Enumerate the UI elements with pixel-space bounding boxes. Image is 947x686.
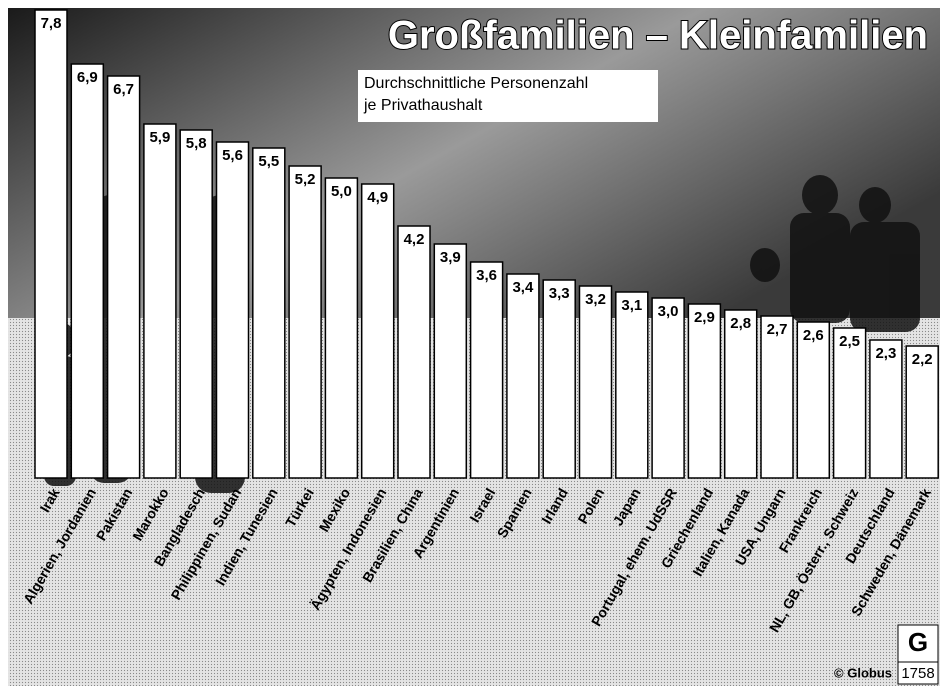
bar <box>180 130 212 478</box>
value-label: 2,2 <box>912 351 933 368</box>
value-label: 2,3 <box>875 345 896 362</box>
value-label: 6,9 <box>77 69 98 86</box>
bar <box>398 226 430 478</box>
chart-title: Großfamilien – Kleinfamilien <box>388 14 928 58</box>
bar <box>471 262 503 478</box>
bar <box>543 280 575 478</box>
value-label: 5,9 <box>149 129 170 146</box>
value-label: 5,5 <box>258 153 279 170</box>
bar <box>434 244 466 478</box>
value-label: 5,0 <box>331 183 352 200</box>
bar <box>108 76 140 478</box>
bar <box>580 286 612 478</box>
bar <box>217 142 249 478</box>
value-label: 5,2 <box>295 171 316 188</box>
value-label: 5,8 <box>186 135 207 152</box>
code: 1758 <box>901 665 934 682</box>
source: © Globus <box>834 665 892 680</box>
value-label: 2,5 <box>839 333 860 350</box>
bar <box>725 310 757 478</box>
value-label: 3,1 <box>621 297 642 314</box>
bar <box>507 274 539 478</box>
value-label: 6,7 <box>113 81 134 98</box>
bar <box>797 322 829 478</box>
value-label: 7,8 <box>41 15 62 32</box>
value-label: 3,9 <box>440 249 461 266</box>
value-label: 4,2 <box>404 231 425 248</box>
value-label: 5,6 <box>222 147 243 164</box>
chart: Großfamilien – Kleinfamilien Durchschnit… <box>0 0 947 686</box>
bar <box>652 298 684 478</box>
value-label: 3,2 <box>585 291 606 308</box>
value-label: 3,0 <box>658 303 679 320</box>
value-label: 2,6 <box>803 327 824 344</box>
value-label: 3,4 <box>512 279 534 296</box>
bar <box>325 178 357 478</box>
value-label: 2,7 <box>767 321 788 338</box>
value-label: 3,6 <box>476 267 497 284</box>
value-label: 4,9 <box>367 189 388 206</box>
bar <box>253 148 285 478</box>
bar <box>362 184 394 478</box>
value-label: 2,9 <box>694 309 715 326</box>
bar <box>289 166 321 478</box>
bar <box>616 292 648 478</box>
bar <box>688 304 720 478</box>
subtitle: Durchschnittliche Personenzahl <box>364 75 588 92</box>
subtitle: je Privathaushalt <box>363 97 483 114</box>
page: Großfamilien – Kleinfamilien Durchschnit… <box>0 0 947 686</box>
bar <box>71 64 103 478</box>
bar <box>35 10 67 478</box>
bar <box>144 124 176 478</box>
value-label: 3,3 <box>549 285 570 302</box>
bar <box>761 316 793 478</box>
value-label: 2,8 <box>730 315 751 332</box>
logo-mark: G <box>908 627 928 657</box>
bar <box>834 328 866 478</box>
